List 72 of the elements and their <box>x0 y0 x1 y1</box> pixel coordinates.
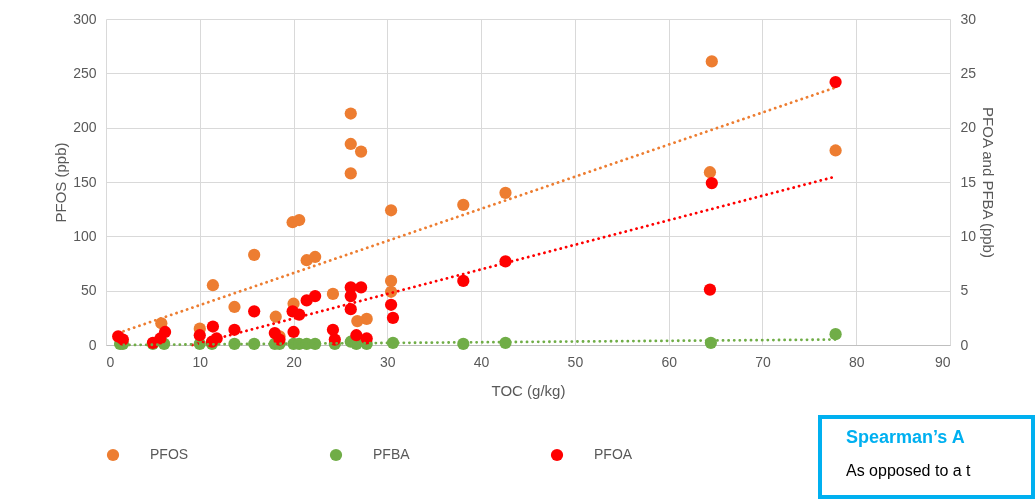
point <box>309 289 322 303</box>
y-tick-label: 0 <box>88 336 97 353</box>
point <box>206 320 220 333</box>
x-tick-label: 40 <box>473 353 490 370</box>
point <box>384 298 398 311</box>
y2-tick-label: 15 <box>960 173 977 190</box>
point <box>457 274 470 287</box>
y-tick-label: 50 <box>80 282 97 299</box>
y2-tick-label: 5 <box>960 282 969 299</box>
point <box>384 274 398 287</box>
point <box>360 312 373 326</box>
x-tick-label: 30 <box>380 353 396 370</box>
point <box>248 248 261 261</box>
point <box>193 329 206 342</box>
y-tick-label: 200 <box>73 119 97 136</box>
legend-label: PFOS <box>150 446 189 462</box>
point <box>293 213 306 227</box>
point <box>326 287 340 301</box>
x-tick-label: 70 <box>755 353 771 370</box>
y-tick-label: 300 <box>73 10 97 27</box>
point <box>386 311 400 324</box>
point <box>829 75 842 89</box>
y-tick-label: 100 <box>73 227 97 244</box>
point <box>228 323 241 336</box>
x-tick-label: 0 <box>106 353 115 370</box>
point <box>344 303 357 316</box>
point <box>829 328 842 341</box>
point <box>287 325 300 339</box>
point <box>228 300 241 314</box>
point <box>344 167 357 180</box>
y2-tick-label: 10 <box>960 227 977 244</box>
point <box>354 281 368 294</box>
point <box>384 204 398 217</box>
x-tick-label: 50 <box>567 353 584 370</box>
point <box>309 250 322 264</box>
point <box>350 329 363 342</box>
y-tick-label: 250 <box>73 64 97 81</box>
note-box: Spearman’s A As opposed to a t <box>818 415 1035 499</box>
point <box>116 333 129 346</box>
point <box>158 325 172 339</box>
x-tick-label: 20 <box>286 353 303 370</box>
y2-axis-title: PFOA and PFBA (ppb) <box>980 107 998 258</box>
point <box>206 279 220 292</box>
point <box>829 144 842 157</box>
x-axis-title: TOC (g/kg) <box>491 381 566 399</box>
y-tick-label: 150 <box>73 173 97 190</box>
point <box>344 107 357 120</box>
x-tick-label: 80 <box>848 353 865 370</box>
y2-tick-label: 25 <box>960 64 977 81</box>
point <box>344 137 357 151</box>
y2-tick-label: 0 <box>960 336 969 353</box>
point <box>705 55 718 68</box>
point <box>248 305 261 318</box>
point <box>703 166 717 179</box>
point <box>360 332 373 345</box>
point <box>705 176 718 190</box>
legend-label: PFOA <box>594 446 633 462</box>
point <box>499 186 512 199</box>
point <box>703 283 717 296</box>
point <box>344 289 357 303</box>
x-tick-label: 60 <box>661 353 678 370</box>
y2-tick-label: 30 <box>960 10 977 27</box>
point <box>269 310 282 323</box>
x-tick-label: 90 <box>934 353 951 370</box>
point <box>354 145 368 158</box>
point <box>248 337 261 351</box>
point <box>457 198 470 211</box>
x-tick-label: 10 <box>192 353 209 370</box>
y2-tick-label: 20 <box>960 119 977 136</box>
legend-label: PFBA <box>373 446 411 462</box>
y-axis-title: PFOS (ppb) <box>52 142 70 223</box>
point <box>326 323 340 336</box>
